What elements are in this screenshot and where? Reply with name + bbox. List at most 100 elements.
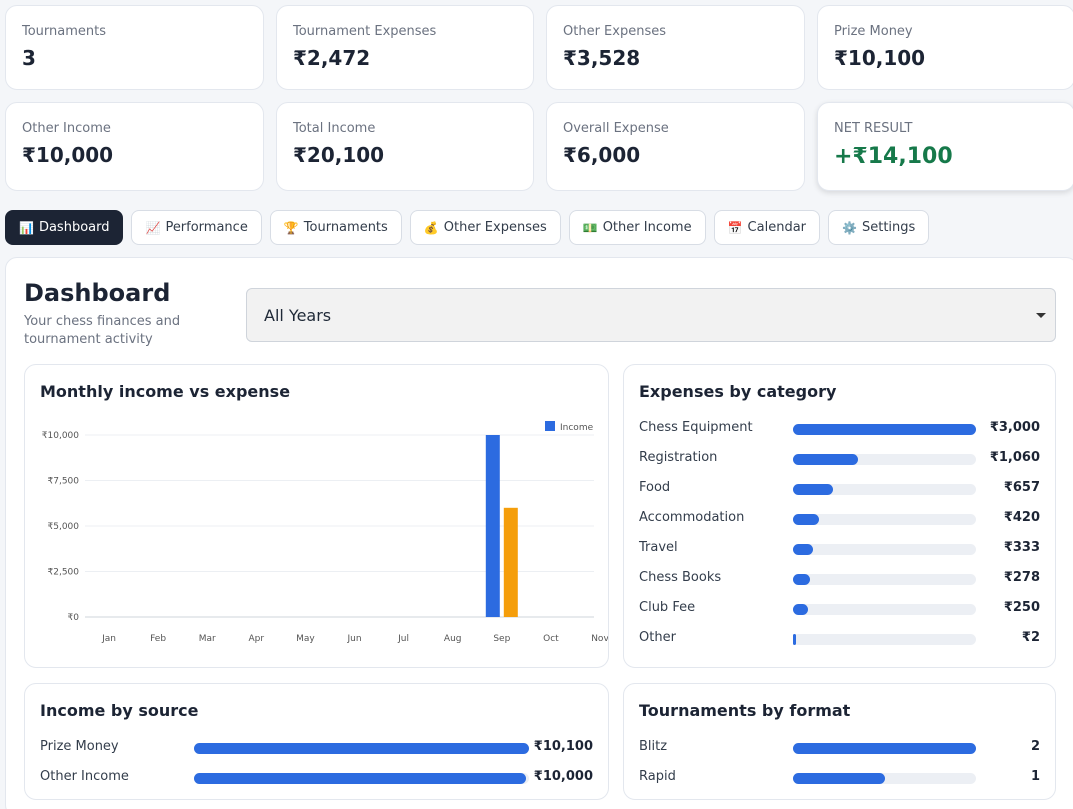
row-value: ₹250 — [1003, 600, 1040, 615]
x-tick-label: Oct — [543, 634, 559, 644]
row-label: Club Fee — [639, 600, 696, 615]
stat-card-other-expenses: Other Expenses ₹3,528 — [546, 5, 805, 90]
stat-label: Overall Expense — [563, 121, 669, 136]
row-label: Travel — [639, 540, 678, 555]
bar-fill — [793, 604, 809, 615]
income-by-source-card: Income by source Prize Money ₹10,100 Other… — [24, 683, 609, 800]
y-tick-label: ₹10,000 — [42, 431, 79, 441]
row-label: Blitz — [639, 739, 668, 754]
bar-fill — [793, 743, 976, 754]
tab-dashboard[interactable]: 📊 Dashboard — [5, 210, 124, 245]
x-tick-label: Feb — [150, 634, 166, 644]
tab-other-expenses[interactable]: 💰 Other Expenses — [409, 210, 561, 245]
bar-fill — [194, 743, 529, 754]
tournaments-by-format-card: Tournaments by format Blitz 2 Rapid 1 — [623, 683, 1056, 800]
banknote-icon: 💵 — [582, 220, 598, 235]
page-title: Dashboard — [24, 279, 171, 307]
row-label: Other — [639, 630, 676, 645]
bar-fill — [793, 454, 858, 465]
bar-track — [793, 514, 976, 525]
year-filter-select[interactable]: All Years — [246, 288, 1056, 342]
row-value: ₹278 — [1003, 570, 1040, 585]
card-title: Expenses by category — [639, 382, 837, 401]
y-tick-label: ₹5,000 — [48, 522, 80, 532]
card-title: Monthly income vs expense — [40, 382, 291, 401]
bar-track — [194, 743, 529, 754]
y-tick-label: ₹7,500 — [48, 477, 80, 487]
x-tick-label: Nov — [591, 634, 609, 644]
x-tick-label: Jun — [346, 634, 361, 644]
stat-label: Tournaments — [22, 24, 107, 39]
stat-card-net-result: NET RESULT +₹14,100 — [817, 102, 1073, 191]
bar-fill — [793, 514, 819, 525]
stat-label: Total Income — [293, 121, 376, 136]
net-result-value: +₹14,100 — [834, 144, 953, 169]
bar-fill — [793, 773, 885, 784]
legend-label: Income — [560, 423, 594, 433]
bar-fill — [793, 574, 810, 585]
card-title: Tournaments by format — [639, 701, 851, 720]
year-filter-value: All Years — [264, 305, 332, 325]
bar-track — [793, 773, 976, 784]
bar-fill — [793, 634, 796, 645]
y-tick-label: ₹2,500 — [48, 568, 80, 578]
row-value: ₹3,000 — [989, 420, 1040, 435]
bar-fill — [793, 544, 814, 555]
stat-label: Prize Money — [834, 24, 913, 39]
x-tick-label: Jul — [397, 634, 409, 644]
trend-up-icon: 📈 — [145, 220, 161, 235]
stat-label: Other Expenses — [563, 24, 666, 39]
tab-label: Tournaments — [303, 220, 388, 235]
row-label: Registration — [639, 450, 718, 465]
gear-icon: ⚙️ — [842, 220, 857, 235]
stat-label: NET RESULT — [834, 121, 913, 136]
stat-card-prize-money: Prize Money ₹10,100 — [817, 5, 1073, 90]
row-label: Chess Books — [639, 570, 722, 585]
stat-value: 3 — [22, 46, 36, 70]
row-value: ₹2 — [1021, 630, 1040, 645]
tab-performance[interactable]: 📈 Performance — [131, 210, 262, 245]
bar-track — [793, 604, 976, 615]
stat-label: Tournament Expenses — [293, 24, 437, 39]
tab-settings[interactable]: ⚙️ Settings — [828, 210, 930, 245]
stat-value: ₹2,472 — [293, 46, 371, 70]
stat-card-tournaments: Tournaments 3 — [5, 5, 264, 90]
row-label: Food — [639, 480, 671, 495]
stat-value: ₹6,000 — [563, 143, 641, 167]
row-value: ₹657 — [1003, 480, 1040, 495]
nav-tabs: 📊 Dashboard 📈 Performance 🏆 Tournaments … — [5, 210, 930, 245]
bar-track — [793, 454, 976, 465]
card-title: Income by source — [40, 701, 199, 720]
x-tick-label: Jan — [101, 634, 116, 644]
x-tick-label: May — [296, 634, 315, 644]
row-value: ₹333 — [1003, 540, 1040, 555]
stat-card-overall-expense: Overall Expense ₹6,000 — [546, 102, 805, 191]
bar-series-2 — [503, 507, 518, 617]
bar-fill — [793, 424, 976, 435]
x-tick-label: Aug — [444, 634, 462, 644]
row-label: Rapid — [639, 769, 676, 784]
bar-track — [793, 424, 976, 435]
x-tick-label: Mar — [199, 634, 216, 644]
stat-card-total-income: Total Income ₹20,100 — [276, 102, 534, 191]
row-label: Chess Equipment — [639, 420, 753, 435]
calendar-icon: 📅 — [727, 220, 743, 235]
row-label: Prize Money — [40, 739, 119, 754]
bar-track — [793, 544, 976, 555]
tab-label: Other Expenses — [443, 220, 547, 235]
row-value: ₹1,060 — [989, 450, 1040, 465]
trophy-icon: 🏆 — [283, 220, 299, 235]
tab-tournaments[interactable]: 🏆 Tournaments — [269, 210, 402, 245]
tab-label: Other Income — [602, 220, 692, 235]
stat-value: ₹10,000 — [22, 143, 114, 167]
monthly-bar-chart: ₹0 ₹2,500 ₹5,000 ₹7,500 ₹10,000 Jan Feb Mar Apr M… — [42, 421, 609, 644]
bar-fill — [793, 484, 834, 495]
row-value: 2 — [1030, 739, 1040, 754]
stat-label: Other Income — [22, 121, 111, 136]
bar-track — [793, 743, 976, 754]
row-value: ₹10,000 — [533, 769, 593, 784]
tab-calendar[interactable]: 📅 Calendar — [713, 210, 821, 245]
tab-label: Calendar — [747, 220, 807, 235]
tab-other-income[interactable]: 💵 Other Income — [568, 210, 706, 245]
money-bag-icon: 💰 — [423, 220, 439, 235]
